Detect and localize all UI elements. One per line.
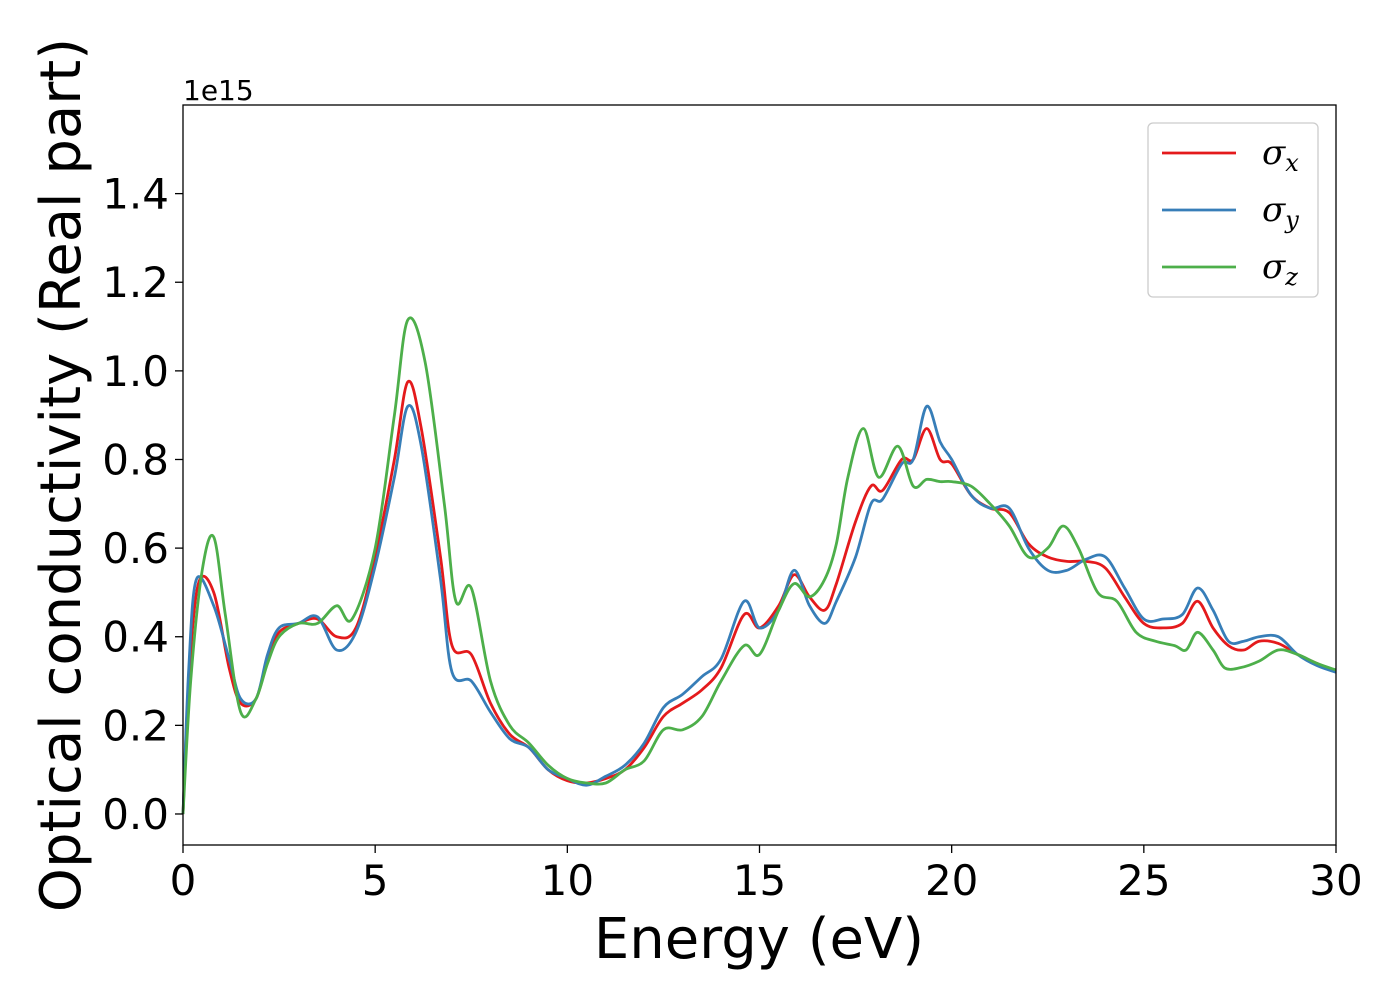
legend-label-y: σy [1262,190,1299,234]
series-line-y [181,403,1337,815]
y-tick-label-7: 1.4 [102,170,169,219]
y-tick-label-5: 1.0 [102,347,169,396]
series-lines [181,316,1337,815]
x-tick-label-2: 10 [541,856,594,905]
legend: σx σy σz [1147,122,1319,298]
x-tick-label-5: 25 [1117,856,1170,905]
x-tick-label-1: 5 [362,856,389,905]
y-tick-label-6: 1.2 [102,258,169,307]
series-line-x [181,379,1337,815]
x-tick-label-0: 0 [170,856,197,905]
y-tick-label-0: 0.0 [102,790,169,839]
series-line-z [181,316,1337,815]
x-tick-label-3: 15 [733,856,786,905]
legend-label-x: σx [1262,133,1299,177]
x-axis: 0 5 10 15 20 25 30 [170,845,1363,905]
x-tick-label-4: 20 [925,856,978,905]
y-tick-label-1: 0.2 [102,701,169,750]
y-offset-label: 1e15 [183,74,254,107]
x-axis-title: Energy (eV) [594,907,924,972]
legend-label-z: σz [1262,247,1298,291]
y-tick-label-2: 0.4 [102,613,169,662]
y-tick-label-3: 0.6 [102,524,169,573]
y-axis-title: Optical conductivity (Real part) [29,38,94,912]
y-axis: 0.0 0.2 0.4 0.6 0.8 1.0 1.2 1.4 [102,170,183,839]
y-tick-label-4: 0.8 [102,435,169,484]
plot-background [183,105,1336,845]
x-tick-label-6: 30 [1309,856,1362,905]
